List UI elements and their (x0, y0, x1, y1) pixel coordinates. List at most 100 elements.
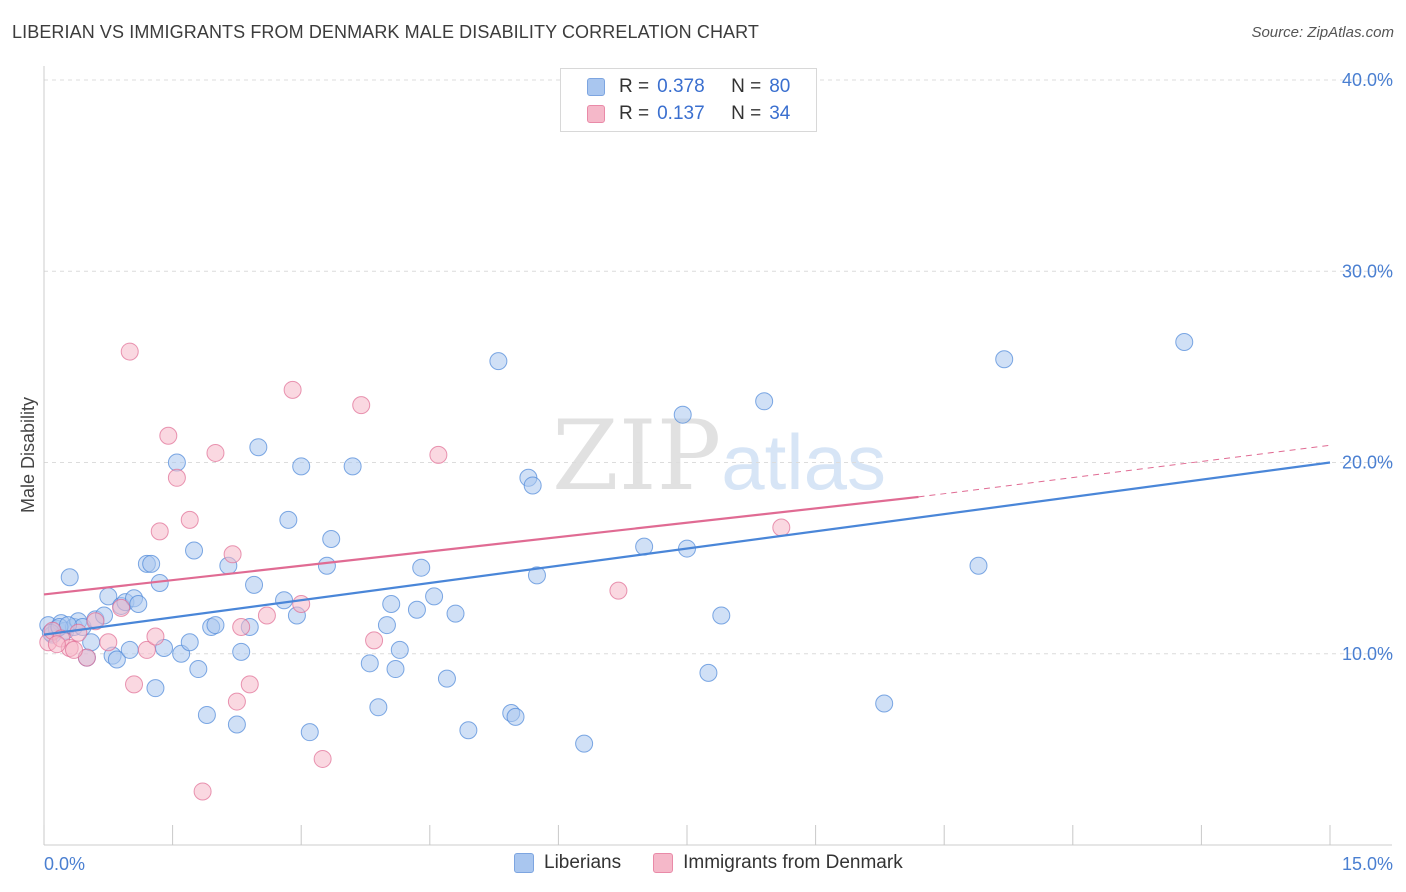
trend-lines (43, 444, 1331, 636)
denmark-point (292, 595, 311, 614)
liberians-points (39, 333, 1194, 753)
legend-item-denmark: Immigrants from Denmark (653, 852, 903, 874)
y-tick-label: 40.0% (1342, 70, 1393, 90)
legend-r-label: R = (619, 76, 650, 97)
source-credit: Source: ZipAtlas.com (1251, 24, 1394, 41)
liberians-point (575, 734, 594, 753)
liberians-point (412, 558, 431, 577)
legend-swatch-liberians (514, 853, 534, 873)
denmark-point (150, 522, 169, 541)
liberians-point (875, 694, 894, 713)
liberians-point (129, 595, 148, 614)
y-tick-label: 10.0% (1342, 644, 1393, 664)
legend-n-label: N = (731, 76, 762, 97)
liberians-point (995, 350, 1014, 369)
y-tick-label: 30.0% (1342, 261, 1393, 281)
denmark-point (180, 510, 199, 529)
liberians-point (120, 640, 139, 659)
denmark-point (167, 468, 186, 487)
legend-row-denmark: R = 0.137 N = 34 (587, 102, 790, 126)
liberians-point (425, 587, 444, 606)
legend-r-value: 0.378 (657, 76, 705, 97)
tick-labels: 10.0% 20.0% 30.0% 40.0% 0.0% 15.0% (44, 70, 1393, 874)
x-tick-label: 0.0% (44, 854, 85, 874)
series-legend: Liberians Immigrants from Denmark (514, 852, 935, 874)
denmark-point (112, 598, 131, 617)
legend-row-liberians: R = 0.378 N = 80 (587, 75, 790, 99)
denmark-points (39, 342, 791, 801)
liberians-point (197, 705, 216, 724)
axes (43, 66, 1392, 846)
denmark-point (283, 380, 302, 399)
watermark: ZIPatlas (552, 400, 886, 512)
legend-n-value: 34 (769, 103, 791, 124)
liberians-point (343, 457, 362, 476)
denmark-point (120, 342, 139, 361)
liberians-point (699, 663, 718, 682)
liberians-point (523, 476, 542, 495)
y-tick-label: 20.0% (1342, 453, 1393, 473)
liberians-point (673, 405, 692, 424)
liberians-point (459, 721, 478, 740)
legend-r-label: R = (619, 103, 650, 124)
liberians-point (142, 554, 161, 573)
denmark-point (223, 545, 242, 564)
liberians-point (360, 654, 379, 673)
liberians-point (167, 453, 186, 472)
liberians-point (712, 606, 731, 625)
liberians-point (489, 352, 508, 371)
liberians-point (245, 575, 264, 594)
liberians-point (249, 438, 268, 457)
denmark-point (159, 426, 178, 445)
liberians-point (322, 530, 341, 548)
liberians-point (1175, 333, 1194, 352)
legend-swatch-denmark (653, 853, 674, 873)
denmark-point (99, 633, 118, 652)
denmark-point (146, 627, 165, 646)
liberians-point (437, 669, 456, 688)
liberians-point (527, 566, 546, 585)
stats-legend: R = 0.378 N = 80 R = 0.137 N = 34 (560, 68, 817, 132)
liberians-point (185, 541, 204, 560)
denmark-trend-extension (918, 444, 1331, 498)
denmark-point (227, 692, 246, 711)
denmark-point (69, 623, 88, 642)
denmark-point (47, 635, 66, 654)
denmark-point (206, 443, 225, 462)
chart-title: LIBERIAN VS IMMIGRANTS FROM DENMARK MALE… (12, 22, 760, 42)
grid-lines (44, 79, 1392, 655)
liberians-point (107, 650, 126, 669)
watermark-zip: ZIP (552, 400, 722, 512)
legend-item-liberians: Liberians (514, 852, 621, 874)
liberians-point (275, 591, 294, 610)
liberians-point (386, 660, 405, 679)
x-tick-label: 15.0% (1342, 854, 1393, 874)
liberians-point (377, 616, 396, 635)
liberians-point (206, 616, 225, 635)
liberians-point (300, 723, 319, 742)
liberians-point (755, 392, 774, 411)
liberians-point (60, 568, 79, 587)
liberians-point (407, 600, 426, 619)
denmark-point (193, 782, 212, 801)
y-axis-label: Male Disability (18, 397, 38, 513)
liberians-trend-line (43, 461, 1331, 636)
denmark-point (65, 640, 84, 659)
denmark-point (352, 396, 371, 415)
legend-swatch-denmark (587, 105, 605, 123)
legend-n-value: 80 (769, 76, 791, 97)
legend-swatch-liberians (587, 78, 605, 96)
liberians-point (279, 510, 298, 529)
denmark-point (772, 518, 791, 537)
liberians-point (382, 595, 401, 614)
liberians-point (369, 698, 388, 717)
denmark-point (86, 612, 105, 631)
denmark-trend-line (43, 495, 919, 596)
denmark-point (137, 640, 156, 659)
legend-r-value: 0.137 (657, 103, 705, 124)
denmark-point (313, 749, 332, 768)
liberians-point (292, 457, 311, 476)
liberians-point (506, 707, 525, 726)
denmark-point (125, 675, 144, 694)
